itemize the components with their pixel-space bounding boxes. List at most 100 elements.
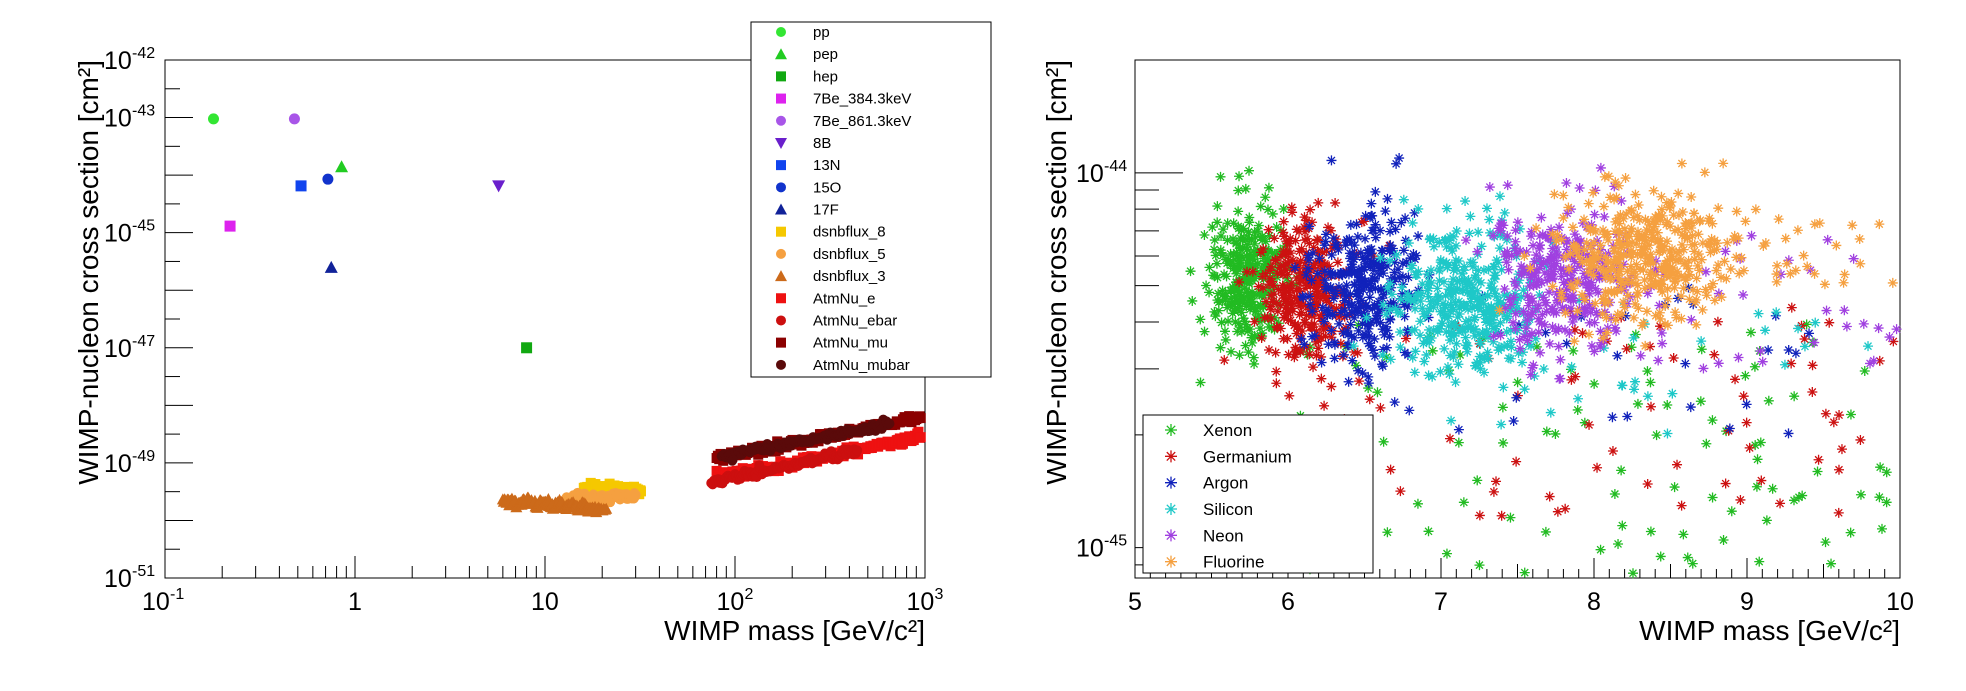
- legend-marker: [776, 93, 786, 104]
- data-point: [1696, 344, 1707, 355]
- data-point: [1279, 312, 1290, 323]
- data-point: [1718, 158, 1729, 169]
- data-point: [630, 489, 641, 500]
- data-point: [1461, 279, 1472, 290]
- data-point: [1448, 352, 1459, 363]
- data-point: [1365, 261, 1376, 272]
- data-point: [1642, 366, 1653, 377]
- data-point: [1236, 292, 1247, 303]
- y-tick-label-base: 10: [104, 450, 132, 478]
- legend-marker: [776, 359, 786, 370]
- data-point: [1845, 527, 1856, 538]
- data-point: [1410, 346, 1421, 357]
- data-point: [1516, 261, 1527, 272]
- data-point: [1590, 283, 1601, 294]
- data-point: [1474, 336, 1485, 347]
- data-point: [1845, 409, 1856, 420]
- legend-entry: Fluorine: [1165, 553, 1264, 572]
- data-point: [1572, 233, 1583, 244]
- data-point: [1792, 225, 1803, 236]
- data-point: [1366, 244, 1377, 255]
- data-point: [1423, 526, 1434, 537]
- data-point: [1397, 288, 1408, 299]
- data-point: [1491, 476, 1502, 487]
- data-point: [1697, 238, 1708, 249]
- data-point: [1696, 336, 1707, 347]
- data-point: [1644, 254, 1655, 265]
- data-point: [1488, 331, 1499, 342]
- data-point: [1295, 255, 1306, 266]
- data-point: [1234, 286, 1245, 297]
- data-point: [1329, 337, 1340, 348]
- data-point: [1595, 544, 1606, 555]
- data-point: [1579, 308, 1590, 319]
- data-point: [1514, 334, 1525, 345]
- data-point: [1622, 266, 1633, 277]
- data-point: [1441, 203, 1452, 214]
- data-point: [1738, 289, 1749, 300]
- data-point: [1508, 415, 1519, 426]
- data-point: [1365, 278, 1376, 289]
- data-point: [1306, 275, 1317, 286]
- data-point: [1527, 362, 1538, 373]
- data-point: [1187, 295, 1198, 306]
- data-point: [1220, 334, 1231, 345]
- data-point: [1678, 283, 1689, 294]
- data-point: [1741, 399, 1752, 410]
- data-point: [1673, 210, 1684, 221]
- data-point: [1511, 303, 1522, 314]
- data-point: [1345, 219, 1356, 230]
- data-point: [1601, 267, 1612, 278]
- data-point: [1441, 327, 1452, 338]
- data-point: [1673, 188, 1684, 199]
- data-point: [1241, 250, 1252, 261]
- data-point: [1569, 336, 1580, 347]
- data-point: [1304, 238, 1315, 249]
- data-point: [1587, 247, 1598, 258]
- data-point: [1855, 258, 1866, 269]
- data-point: [1423, 283, 1434, 294]
- data-point: [1734, 268, 1745, 279]
- data-point: [1645, 267, 1656, 278]
- data-point: [1560, 252, 1571, 263]
- data-point: [1772, 260, 1783, 271]
- data-point: [1858, 318, 1869, 329]
- data-point: [1497, 402, 1508, 413]
- data-point: [1600, 286, 1611, 297]
- data-point: [1579, 244, 1590, 255]
- data-point: [1595, 262, 1606, 273]
- data-point: [1797, 490, 1808, 501]
- data-point: [1478, 265, 1489, 276]
- data-point: [1586, 262, 1597, 273]
- data-point: [1294, 260, 1305, 271]
- data-point: [1428, 302, 1439, 313]
- data-point: [1674, 247, 1685, 258]
- data-point: [1415, 330, 1426, 341]
- data-point: [1328, 285, 1338, 296]
- data-point: [1642, 391, 1653, 402]
- data-point: [1533, 327, 1544, 338]
- data-point: [1611, 274, 1622, 285]
- data-point: [1473, 302, 1484, 313]
- data-point: [1518, 285, 1529, 296]
- data-point: [1657, 338, 1668, 349]
- data-point: [1457, 284, 1468, 295]
- data-point: [1771, 269, 1782, 280]
- data-point: [1459, 324, 1470, 335]
- data-point: [1481, 327, 1492, 338]
- data-point: [1875, 462, 1886, 473]
- data-point: [1561, 177, 1572, 188]
- data-point: [1537, 309, 1548, 320]
- data-point: [1294, 226, 1305, 237]
- data-point: [1443, 284, 1454, 295]
- data-point: [1364, 394, 1375, 405]
- data-point: [1423, 312, 1434, 323]
- data-point: [1357, 318, 1368, 329]
- data-point: [1540, 231, 1551, 242]
- data-point: [1571, 243, 1582, 254]
- data-point: [1331, 303, 1342, 314]
- data-point: [1562, 208, 1573, 219]
- data-point: [1493, 223, 1504, 234]
- data-point: [1542, 232, 1553, 243]
- data-point: [1656, 191, 1667, 202]
